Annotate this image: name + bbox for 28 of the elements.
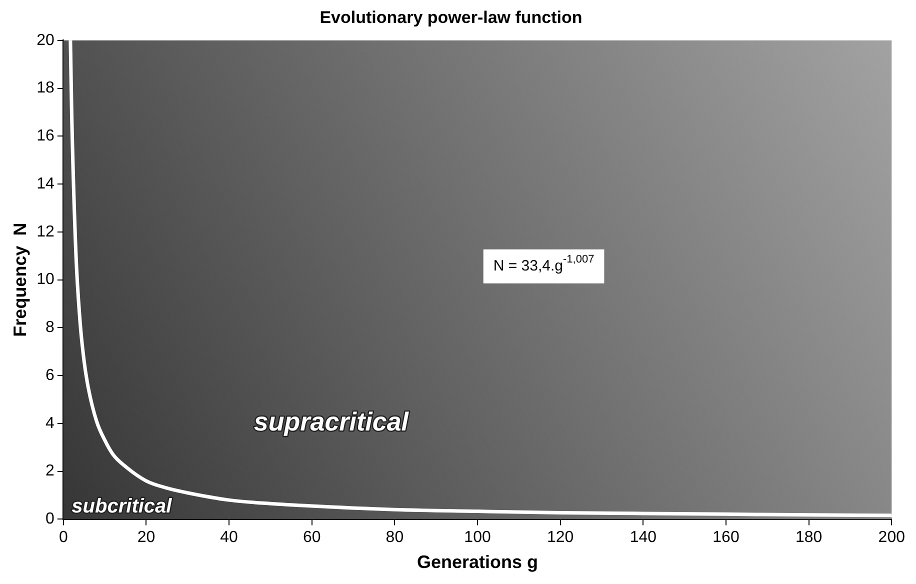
x-tick-label: 140 [630, 529, 657, 546]
chart-title: Evolutionary power-law function [320, 8, 582, 27]
x-tick-label: 60 [302, 529, 321, 546]
line-series [68, 40, 892, 518]
x-tick-label: 100 [464, 529, 491, 546]
y-tick-label: 2 [45, 462, 54, 480]
y-tick-label: 6 [45, 366, 54, 384]
y-tick-label: 12 [36, 223, 54, 240]
x-tick-label: 180 [795, 529, 822, 546]
x-tick-label: 120 [547, 529, 574, 546]
y-tick-label: 14 [36, 175, 54, 192]
x-axis-title: Generations g [417, 552, 538, 572]
annotation: subcritical [72, 496, 172, 518]
y-tick-label: 8 [45, 319, 54, 336]
x-tick-label: 20 [137, 529, 156, 546]
x-tick-label: 40 [220, 529, 238, 546]
x-tick-label: 200 [878, 529, 906, 546]
annotation: supracritical [254, 406, 410, 437]
y-tick-label: 4 [45, 414, 54, 432]
y-tick-label: 20 [36, 32, 54, 49]
x-tick-label: 0 [58, 529, 68, 546]
y-tick-label: 16 [36, 128, 54, 145]
y-tick-label: 18 [36, 80, 54, 97]
y-tick-label: 0 [45, 510, 54, 528]
y-axis-title: Frequency N [10, 222, 30, 337]
y-tick-label: 10 [36, 271, 54, 288]
x-tick-label: 160 [712, 529, 740, 546]
x-tick-label: 80 [386, 529, 404, 546]
